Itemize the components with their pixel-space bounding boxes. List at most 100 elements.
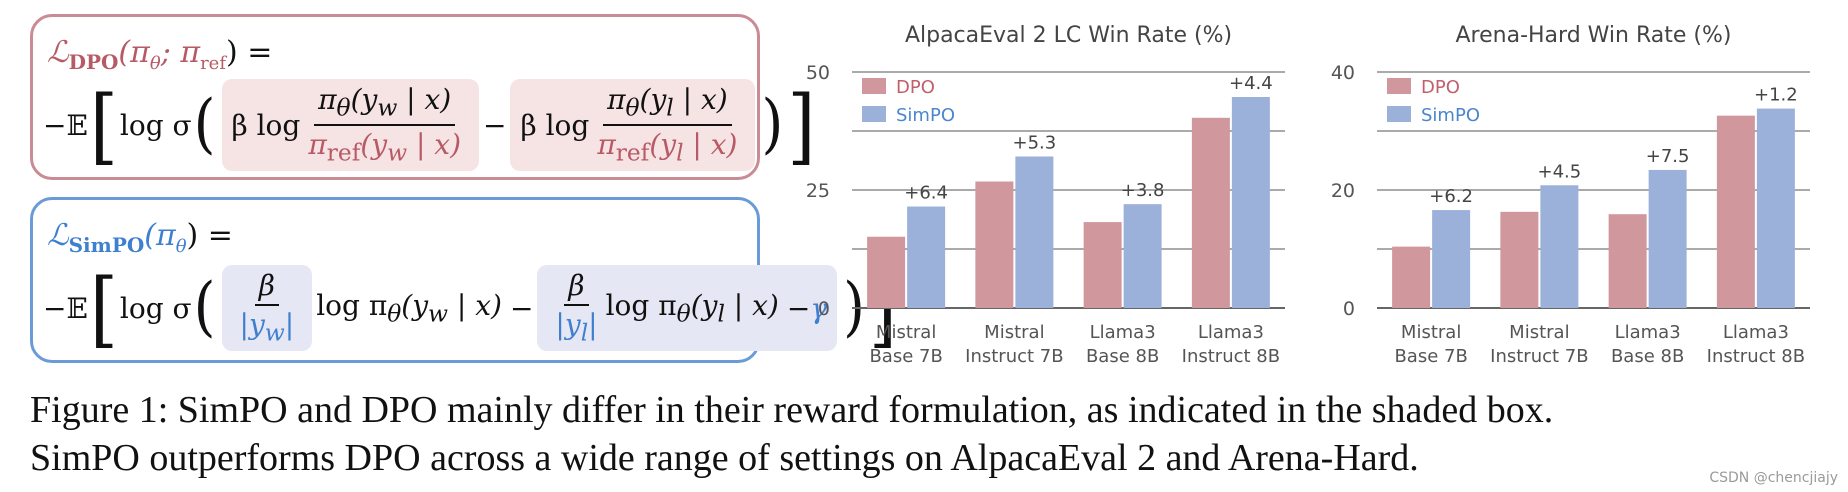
- dpo-dw-end: | x): [407, 128, 462, 161]
- simpo-title-theta: θ: [175, 236, 187, 257]
- chart-title: Arena-Hard Win Rate (%): [1456, 23, 1732, 48]
- legend-swatch-simpo: [1387, 106, 1411, 122]
- simpo-bar: [1123, 204, 1162, 308]
- dpo-log-sigma: log σ: [119, 108, 192, 142]
- dpo-open-paren: (: [193, 87, 216, 162]
- dpo-close-paren: ): [761, 87, 784, 162]
- dpo-ratio-loser: πθ(yl | x) πref(yl | x): [593, 83, 741, 166]
- x-tick-label: Base 7B: [1394, 346, 1467, 367]
- dpo-loss-symbol: ℒ: [47, 35, 69, 70]
- dpo-bar: [867, 236, 906, 308]
- dpo-title-args: (π: [118, 35, 150, 70]
- arena-hard-chart: Arena-Hard Win Rate (%) 0 20 40 +6.2 Mistral B…: [1331, 23, 1810, 367]
- simpo-args-w: (y: [401, 288, 429, 322]
- gain-label: +6.4: [904, 183, 948, 204]
- simpo-ll-open: |y: [555, 308, 581, 342]
- dpo-nl-end: | x): [673, 83, 728, 117]
- simpo-logpi-w-theta: θ: [387, 299, 402, 328]
- simpo-title-args: (π: [144, 218, 176, 253]
- legend-swatch-simpo: [862, 106, 886, 122]
- dpo-dl-ref: ref: [615, 138, 650, 167]
- simpo-formula-box: ℒSimPO(πθ) = −𝔼 [ log σ ( β |yw| log πθ(…: [30, 197, 897, 363]
- simpo-expectation: −𝔼: [43, 291, 88, 325]
- dpo-beta-log-w: β log: [231, 108, 301, 142]
- caption-line-1: Figure 1: SimPO and DPO mainly differ in…: [30, 389, 1554, 431]
- x-tick-label: Llama3: [1723, 322, 1789, 343]
- simpo-lw-open: |y: [239, 308, 265, 342]
- dpo-nw-args: (y: [350, 83, 378, 117]
- chart-title: AlpacaEval 2 LC Win Rate (%): [905, 23, 1232, 48]
- y-tick-label: 0: [818, 298, 830, 320]
- simpo-bar: [1756, 108, 1795, 308]
- x-tick-label: Llama3: [1615, 322, 1681, 343]
- x-tick-label: Instruct 8B: [1707, 346, 1805, 367]
- dpo-loss-title: ℒDPO(πθ; πref) =: [47, 35, 272, 74]
- dpo-loss-subscript: DPO: [68, 50, 119, 74]
- simpo-open-paren: (: [193, 270, 216, 345]
- simpo-lw-close: |: [284, 308, 295, 342]
- dpo-nw-pi: π: [318, 83, 337, 117]
- legend-label-dpo: DPO: [1421, 77, 1460, 98]
- simpo-bar: [907, 206, 946, 308]
- gain-label: +4.5: [1538, 161, 1582, 182]
- legend-swatch-dpo: [862, 78, 886, 94]
- dpo-bar: [1392, 246, 1431, 308]
- simpo-gamma: γ: [810, 291, 828, 325]
- dpo-dl-pi: π: [597, 128, 616, 161]
- gain-label: +6.2: [1429, 186, 1473, 207]
- simpo-beta-over-len-l: β |yl|: [551, 269, 601, 347]
- dpo-nw-end: | x): [397, 83, 452, 117]
- x-tick-label: Mistral: [1401, 322, 1461, 343]
- dpo-nw-theta: θ: [336, 94, 351, 122]
- gain-label: +7.5: [1646, 146, 1690, 167]
- gain-label: +4.4: [1229, 73, 1273, 94]
- simpo-bar: [1231, 97, 1270, 309]
- dpo-bar: [1191, 117, 1230, 308]
- simpo-logpi-w-text: log π: [316, 288, 388, 322]
- x-tick-label: Base 8B: [1086, 346, 1159, 367]
- dpo-dw-args: (y: [360, 128, 388, 161]
- simpo-logpi-l: log πθ(yl | x): [606, 289, 779, 328]
- simpo-logpi-w: log πθ(yw | x): [316, 289, 502, 328]
- simpo-len-l: |yl|: [551, 306, 601, 347]
- x-tick-label: Base 8B: [1611, 346, 1684, 367]
- x-tick-label: Instruct 7B: [965, 346, 1063, 367]
- dpo-dw-ref: ref: [326, 138, 361, 167]
- simpo-lw-idx: w: [264, 318, 285, 347]
- figure-caption: Figure 1: SimPO and DPO mainly differ in…: [30, 386, 1840, 482]
- dpo-title-theta: θ: [149, 53, 161, 74]
- simpo-loss-title: ℒSimPO(πθ) =: [47, 218, 233, 257]
- dpo-dl-end: | x): [683, 128, 738, 161]
- gain-label: +3.8: [1121, 180, 1165, 201]
- dpo-beta-log-l: β log: [520, 108, 590, 142]
- dpo-bar: [1500, 211, 1539, 308]
- simpo-minus: −: [509, 291, 534, 325]
- simpo-ll-idx: l: [580, 318, 589, 347]
- y-tick-label: 50: [806, 62, 830, 84]
- simpo-args-w-idx: w: [428, 299, 448, 328]
- dpo-ratio-loser-den: πref(yl | x): [593, 126, 741, 167]
- legend-swatch-dpo: [1387, 78, 1411, 94]
- dpo-open-bracket: [: [89, 76, 118, 174]
- dpo-ratio-winner-den: πref(yw | x): [304, 126, 465, 167]
- watermark: CSDN @chencjiajy: [1709, 470, 1838, 486]
- x-tick-label: Base 7B: [869, 346, 942, 367]
- simpo-shaded-term-loser: β |yl| log πθ(yl | x) − γ: [537, 265, 838, 351]
- dpo-expectation: −𝔼: [43, 108, 88, 142]
- gain-label: +1.2: [1754, 85, 1798, 106]
- simpo-bar: [1432, 210, 1471, 308]
- simpo-loss-subscript: SimPO: [68, 233, 145, 257]
- simpo-len-w: |yw|: [236, 306, 299, 347]
- legend-label-simpo: SimPO: [1421, 105, 1480, 126]
- y-tick-label: 25: [806, 180, 830, 202]
- simpo-ll-close: |: [588, 308, 598, 342]
- dpo-bar: [1083, 222, 1122, 308]
- dpo-shaded-term-loser: β log πθ(yl | x) πref(yl | x): [510, 79, 756, 171]
- dpo-title-rest: ; π: [160, 35, 201, 70]
- dpo-formula-box: ℒDPO(πθ; πref) = −𝔼 [ log σ ( β log πθ(y…: [30, 14, 815, 180]
- simpo-loss-symbol: ℒ: [47, 218, 69, 253]
- dpo-dw-pi: π: [308, 128, 327, 161]
- x-tick-label: Mistral: [876, 322, 936, 343]
- simpo-log-sigma: log σ: [119, 291, 192, 325]
- simpo-title-eq: ) =: [186, 218, 233, 253]
